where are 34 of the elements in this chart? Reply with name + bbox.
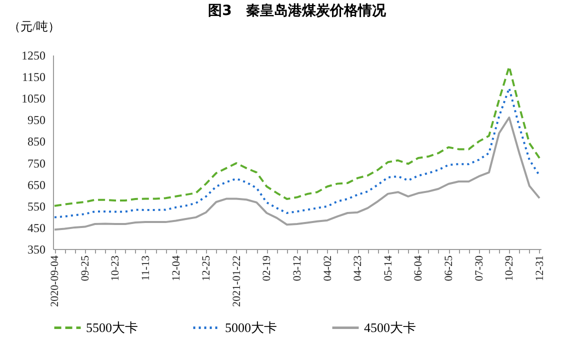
x-tick-label: 09-25: [79, 255, 92, 282]
y-tick-label: 350: [28, 242, 46, 256]
y-tick-label: 450: [28, 220, 46, 235]
x-tick-label: 12-31: [534, 256, 546, 282]
y-tick-label: 850: [28, 134, 46, 149]
x-tick-label: 2021-01-22: [230, 256, 243, 307]
x-tick-label: 11-13: [140, 255, 152, 281]
line-series: [54, 87, 540, 218]
chart-title: 图3 秦皇岛港煤炭价格情况: [208, 3, 387, 19]
x-tick-label: 05-14: [382, 255, 394, 282]
line-series: [54, 66, 540, 207]
y-tick-label: 550: [28, 199, 46, 214]
y-tick-label: 650: [28, 178, 46, 192]
y-tick-label: 1050: [22, 92, 46, 106]
y-tick-label: 950: [28, 113, 46, 128]
x-tick-label: 10-23: [110, 255, 122, 282]
y-tick-label: 750: [28, 156, 46, 170]
x-tick-label: 04-02: [322, 256, 334, 282]
y-axis-title: （元/吨）: [8, 20, 60, 34]
legend-label: 4500大卡: [364, 320, 416, 335]
y-tick-label: 1250: [22, 48, 46, 62]
x-tick-label: 02-19: [261, 255, 274, 282]
x-tick-label: 04-23: [352, 255, 364, 282]
legend-label: 5000大卡: [225, 320, 277, 335]
x-tick-label: 12-25: [200, 255, 213, 282]
x-tick-label: 03-12: [292, 256, 304, 282]
x-tick-label: 10-29: [504, 255, 516, 282]
x-tick-label: 2020-09-04: [49, 255, 62, 307]
x-tick-label: 07-30: [473, 255, 486, 282]
x-tick-label: 06-25: [443, 255, 456, 282]
legend-label: 5500大卡: [86, 320, 138, 335]
x-tick-label: 12-04: [170, 255, 182, 282]
y-tick-label: 1150: [22, 70, 46, 84]
x-tick-label: 06-04: [412, 255, 425, 282]
